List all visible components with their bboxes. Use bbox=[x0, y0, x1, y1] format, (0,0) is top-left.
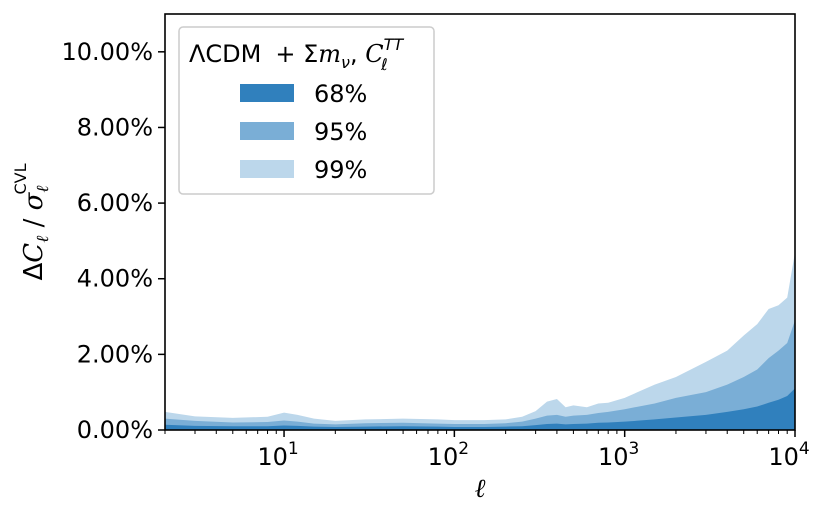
svg-text:ΔCℓ / σℓCVL: ΔCℓ / σℓCVL bbox=[11, 163, 53, 280]
legend-label-95: 95% bbox=[314, 118, 367, 146]
legend: ΛCDM + Σmν, CTT ℓ 68% 95% 99% bbox=[178, 26, 435, 195]
y-axis-ticks: 0.00% 2.00% 4.00% 6.00% 8.00% 10.00% bbox=[61, 38, 165, 444]
x-axis-ticks: 101 102 103 104 bbox=[164, 430, 810, 471]
area-layers bbox=[165, 252, 795, 430]
x-tick-label: 102 bbox=[428, 439, 469, 471]
x-tick-label: 103 bbox=[598, 439, 639, 471]
legend-swatch-99 bbox=[240, 160, 294, 178]
y-tick-label: 8.00% bbox=[77, 113, 153, 141]
legend-swatch-95 bbox=[240, 122, 294, 140]
legend-box bbox=[178, 26, 435, 195]
y-tick-label: 2.00% bbox=[77, 340, 153, 368]
y-tick-label: 4.00% bbox=[77, 265, 153, 293]
plot-frame bbox=[164, 13, 796, 431]
y-tick-label: 6.00% bbox=[77, 189, 153, 217]
area-band-68 bbox=[165, 388, 795, 430]
legend-label-99: 99% bbox=[314, 156, 367, 184]
legend-label-68: 68% bbox=[314, 80, 367, 108]
y-tick-label: 0.00% bbox=[77, 416, 153, 444]
x-axis-label: ℓ bbox=[475, 474, 486, 504]
y-axis-label: ΔCℓ / σℓCVL bbox=[11, 163, 53, 280]
x-tick-label: 101 bbox=[257, 439, 298, 471]
legend-title: ΛCDM + Σmν, CTT ℓ bbox=[189, 35, 404, 74]
legend-swatch-68 bbox=[240, 84, 294, 102]
x-tick-label: 104 bbox=[768, 439, 809, 471]
y-tick-label: 10.00% bbox=[61, 38, 153, 66]
